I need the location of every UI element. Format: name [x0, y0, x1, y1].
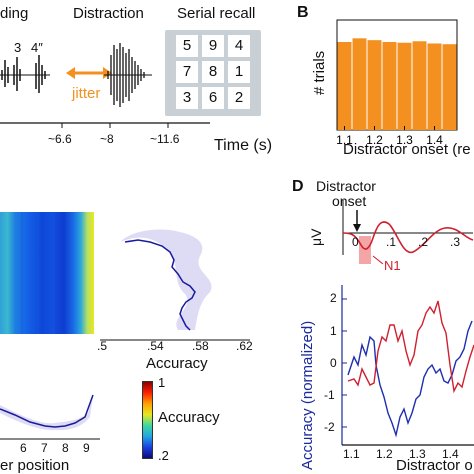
cue-label-3: 3 — [14, 40, 22, 55]
panel-b-ylabel: # trials — [311, 50, 328, 95]
accuracy-timecourse — [341, 285, 474, 446]
colorbar-title: Accuracy — [158, 409, 220, 426]
recall-cell[interactable]: 6 — [202, 87, 224, 109]
time-tick-8: ~8 — [100, 132, 114, 146]
bar-1.15 — [352, 38, 367, 130]
x-tick-1-3: 1.3 — [409, 447, 426, 461]
accuracy-tick-3: .62 — [236, 339, 253, 353]
accuracy-axis-label: Accuracy — [146, 355, 208, 372]
encoding-label: ding — [0, 5, 29, 22]
bar-1.2 — [367, 40, 382, 130]
accuracy-tick-2: .58 — [192, 339, 209, 353]
x-tick-label: 1.1 — [336, 133, 353, 147]
erp-plot — [342, 200, 474, 265]
recall-cell[interactable]: 9 — [202, 35, 224, 57]
accuracy-tick-0: .5 — [97, 339, 108, 353]
x-tick-label: 1.4 — [426, 133, 443, 147]
y-tick-2: 2 — [330, 291, 337, 305]
time-tick-11-6: ~11.6 — [150, 132, 180, 146]
recall-cell[interactable]: 2 — [228, 87, 250, 109]
bar-1.45 — [442, 44, 457, 131]
recall-cell[interactable]: 7 — [176, 61, 198, 83]
onset-label-2: onset — [332, 193, 367, 209]
speech-waveform-left — [0, 55, 50, 93]
recall-cell[interactable]: 1 — [228, 61, 250, 83]
recall-cell[interactable]: 3 — [176, 87, 198, 109]
erp-tick-2: .2 — [418, 235, 429, 249]
x-tick-1-2: 1.2 — [376, 447, 393, 461]
y-tick-0: 0 — [330, 356, 337, 370]
panel-d-xlabel: Distractor o — [396, 457, 473, 474]
recall-cell[interactable]: 4 — [228, 35, 250, 57]
recall-cell[interactable]: 5 — [176, 35, 198, 57]
time-tick-6-6: ~6.6 — [48, 132, 72, 146]
y-tick-neg1: -1 — [324, 388, 335, 402]
panel-b-letter: B — [297, 4, 309, 21]
bar-1.35 — [412, 41, 427, 131]
serial-position-curve — [0, 394, 100, 440]
accuracy-heatmap — [0, 212, 94, 334]
bar-chart-frame — [336, 19, 458, 131]
panel-b-xlabel: Distractor onset (re — [343, 141, 471, 158]
accuracy-normalized-label: Accuracy (normalized) — [299, 320, 316, 470]
x-tick-label: 1.3 — [396, 133, 413, 147]
onset-label-1: Distractor — [316, 178, 376, 194]
erp-tick-3: .3 — [450, 235, 461, 249]
x-tick-1-1: 1.1 — [343, 447, 360, 461]
colorbar-bottom-label: .2 — [158, 448, 169, 463]
distraction-label: Distraction — [73, 5, 144, 22]
uv-label: μV — [308, 228, 324, 246]
recall-cell[interactable]: 8 — [202, 61, 224, 83]
bar-chart: 1.1 1.2 1.3 1.4 — [336, 19, 458, 147]
y-tick-neg2: -2 — [324, 420, 335, 434]
recall-label: Serial recall — [177, 5, 256, 22]
time-axis-label: Time (s) — [214, 137, 273, 154]
bar-1.25 — [382, 42, 397, 130]
x-tick-label: 1.2 — [366, 133, 383, 147]
colorbar — [142, 381, 153, 459]
position-axis-label: er position — [0, 457, 70, 474]
colorbar-top-label: 1 — [158, 375, 166, 390]
position-tick-7: 7 — [41, 441, 48, 455]
distractor-waveform — [104, 43, 152, 107]
panel-d-letter: D — [292, 178, 304, 195]
n1-label: N1 — [384, 258, 401, 273]
bar-1.4 — [427, 43, 442, 130]
bar-1.1 — [337, 42, 352, 130]
bar-1.3 — [397, 42, 412, 130]
position-tick-8: 8 — [62, 441, 69, 455]
x-tick-1-4: 1.4 — [442, 447, 459, 461]
jitter-label: jitter — [72, 85, 101, 102]
cue-label-4: 4″ — [31, 40, 43, 55]
erp-tick-1: .1 — [386, 235, 397, 249]
position-tick-9: 9 — [83, 441, 90, 455]
time-axis — [0, 122, 210, 128]
position-tick-6: 6 — [20, 441, 27, 455]
erp-tick-0: 0 — [352, 235, 359, 249]
accuracy-trace — [100, 229, 250, 341]
accuracy-tick-1: .54 — [147, 339, 164, 353]
y-tick-1: 1 — [330, 324, 337, 338]
